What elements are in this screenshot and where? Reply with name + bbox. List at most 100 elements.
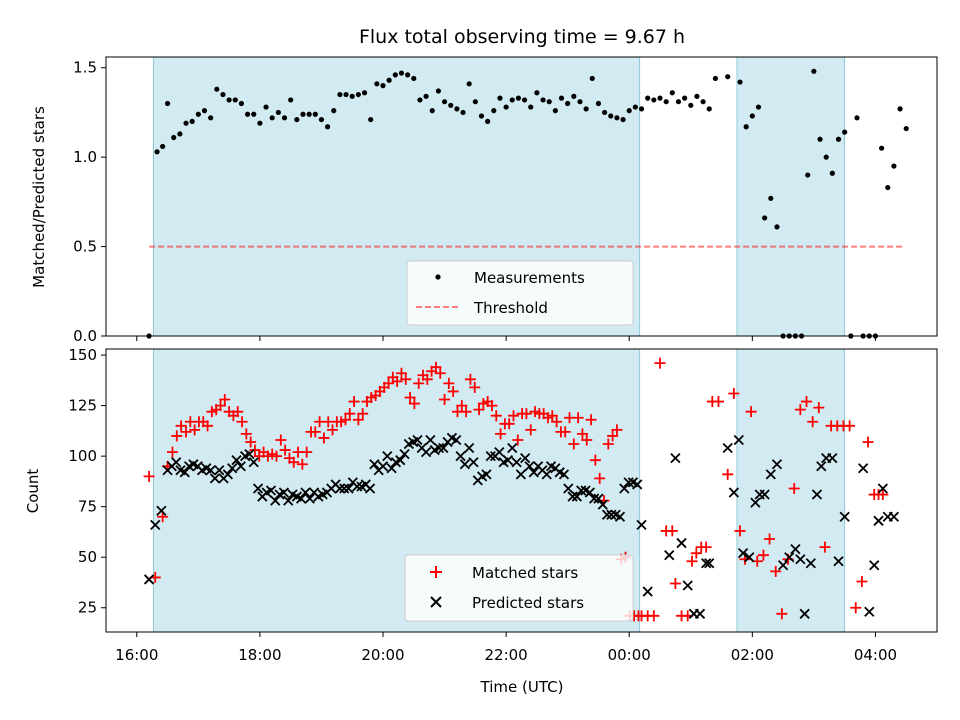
- predicted-star-point: [571, 491, 583, 502]
- matched-star-point: [801, 396, 813, 408]
- predicted-star-point: [395, 455, 406, 466]
- predicted-star-point: [722, 442, 733, 454]
- matched-star-point: [850, 602, 862, 614]
- matched-star-point: [576, 428, 588, 440]
- measurement-point: [602, 109, 608, 116]
- predicted-star-point: [433, 442, 445, 454]
- predicted-star-point: [833, 556, 844, 567]
- matched-star-point: [654, 357, 666, 369]
- predicted-star-point: [300, 487, 311, 498]
- measurement-point: [485, 118, 491, 124]
- measurement-point: [657, 95, 663, 101]
- matched-star-point: [344, 408, 356, 420]
- top-axes-frame: [105, 56, 938, 337]
- measurement-point: [154, 149, 160, 155]
- measurement-point: [208, 115, 214, 121]
- predicted-star-point: [494, 446, 505, 458]
- measurement-point: [854, 115, 860, 121]
- predicted-star-point: [790, 543, 801, 555]
- top-panel-marks: [146, 68, 909, 339]
- measurement-point: [552, 108, 558, 114]
- predicted-star-point: [399, 448, 410, 460]
- predicted-star-point: [143, 574, 155, 585]
- measurement-point: [312, 111, 318, 117]
- predicted-star-point: [701, 558, 712, 569]
- measurement-point: [565, 100, 571, 107]
- x-tick-label: 20:00: [361, 646, 404, 664]
- matched-star-point: [559, 426, 571, 438]
- matched-star-point: [275, 434, 287, 446]
- matched-star-point: [439, 394, 451, 406]
- top-legend-box: [406, 260, 634, 326]
- bottom-y-axis-label: Count: [24, 469, 42, 514]
- matched-star-point: [327, 424, 339, 436]
- x-tick-label: 18:00: [238, 646, 281, 664]
- measurement-point: [269, 115, 275, 121]
- matched-star-point: [404, 392, 416, 404]
- measurement-point: [675, 99, 682, 105]
- matched-star-point: [408, 398, 420, 410]
- predicted-star-point: [597, 499, 608, 510]
- predicted-star-point: [623, 477, 634, 488]
- predicted-star-point: [412, 434, 423, 446]
- measurement-point: [405, 72, 411, 78]
- matched-star-point: [202, 420, 214, 432]
- matched-star-point: [301, 446, 313, 458]
- top-y-tick-label: 1.0: [73, 148, 97, 166]
- measurement-point: [251, 111, 257, 117]
- measurement-point: [743, 124, 749, 130]
- predicted-star-point: [235, 461, 246, 472]
- predicted-star-point: [694, 608, 706, 619]
- matched-star-point: [503, 418, 515, 430]
- measurement-point: [441, 99, 448, 105]
- measurement-point: [725, 74, 731, 80]
- measurement-point: [891, 163, 897, 169]
- legend-predicted-marker: [430, 596, 442, 608]
- measurement-point: [171, 134, 177, 141]
- legend-matched-label: Matched stars: [472, 564, 578, 582]
- measurement-point: [694, 93, 700, 99]
- predicted-star-point: [877, 483, 888, 494]
- predicted-star-point: [771, 459, 783, 470]
- matched-star-point: [296, 458, 308, 470]
- measurement-point: [343, 91, 349, 98]
- matched-star-point: [430, 361, 442, 373]
- matched-star-point: [722, 468, 734, 480]
- measurement-point: [300, 111, 306, 117]
- predicted-star-point: [438, 442, 449, 454]
- predicted-star-point: [744, 552, 755, 563]
- measurement-point: [232, 97, 238, 103]
- measurement-point: [595, 100, 602, 107]
- predicted-star-point: [511, 457, 522, 468]
- matched-star-point: [877, 489, 889, 501]
- figure-title: Flux total observing time = 9.67 h: [359, 26, 685, 48]
- matched-star-point: [794, 404, 806, 416]
- legend-predicted-label: Predicted stars: [472, 594, 584, 612]
- predicted-star-point: [632, 479, 643, 490]
- matched-star-point: [143, 470, 155, 482]
- predicted-star-point: [601, 509, 613, 520]
- measurement-point: [429, 108, 435, 114]
- predicted-star-point: [265, 485, 277, 496]
- matched-star-point: [214, 400, 226, 412]
- predicted-star-point: [799, 608, 810, 619]
- measurement-point: [331, 108, 337, 114]
- predicted-star-point: [839, 511, 850, 522]
- measurement-point: [472, 99, 478, 105]
- matched-star-point: [447, 385, 459, 397]
- shaded-intervals: [152, 56, 846, 633]
- predicted-star-point: [682, 580, 693, 591]
- matched-star-point: [357, 408, 369, 420]
- predicted-star-point: [636, 519, 647, 531]
- measurement-point: [762, 215, 768, 221]
- matched-star-point: [180, 426, 192, 438]
- measurement-point: [380, 83, 386, 89]
- predicted-star-point: [485, 450, 496, 462]
- matched-star-point: [568, 438, 580, 450]
- shaded-interval-bottom-1: [736, 348, 846, 633]
- predicted-star-point: [869, 560, 880, 571]
- matched-star-point: [757, 549, 769, 561]
- measurement-point: [521, 97, 528, 103]
- matched-star-point: [813, 402, 825, 414]
- matched-star-point: [166, 446, 178, 458]
